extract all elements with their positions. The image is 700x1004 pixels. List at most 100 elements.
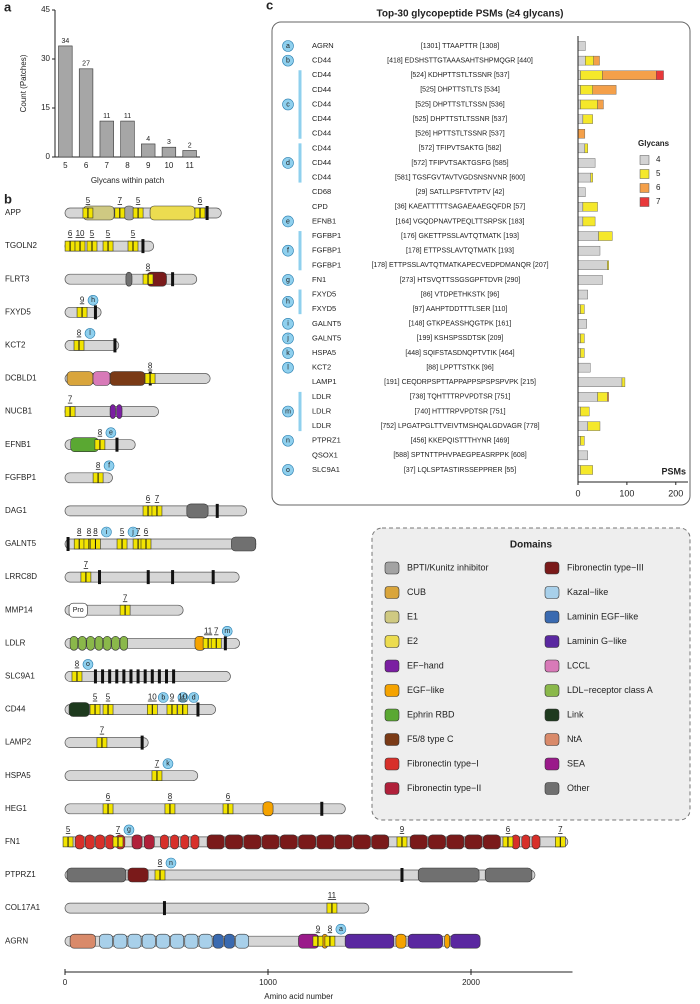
patch-glycans: 7 [155, 494, 160, 503]
transmembrane [66, 537, 70, 551]
tag-letter: e [109, 430, 113, 437]
legend-label: Other [567, 783, 590, 793]
protein-name: APP [5, 208, 21, 217]
transmembrane [143, 669, 147, 684]
tag-letter: k [166, 761, 170, 768]
bar-segment [577, 319, 588, 329]
bar [58, 45, 73, 158]
domain [69, 635, 79, 651]
protein-name: LDLR [312, 421, 332, 430]
tag-circle [87, 294, 99, 306]
domain [95, 834, 105, 850]
bar-segment [577, 216, 584, 227]
protein-bar [64, 770, 199, 782]
y-axis-label: Count (Patches) [19, 54, 28, 112]
domain [109, 404, 116, 419]
patch-glycans: 6 [68, 229, 73, 238]
domain [92, 371, 111, 386]
domain [225, 834, 243, 850]
protein-name: FGFBP1 [5, 473, 37, 482]
protein-bar [64, 571, 240, 583]
domain [484, 867, 533, 883]
legend-swatch [384, 684, 400, 697]
group-circle [282, 296, 294, 308]
patch-glycans: 9 [400, 825, 405, 834]
domain [143, 834, 155, 850]
protein-name: CD44 [312, 56, 331, 65]
patch-glycans: 7 [84, 560, 89, 569]
group-letter: k [286, 350, 290, 357]
bar-segment [585, 55, 594, 66]
protein-name: LDLR [312, 392, 332, 401]
tag-circle [177, 692, 189, 703]
peptide: [572] TFIPVTSAKTGSFG [585] [411, 160, 508, 167]
patch-glycans: 7 [558, 825, 563, 834]
legend-swatch [384, 733, 400, 746]
bar-segment [577, 41, 586, 51]
bar-segment [577, 143, 586, 154]
protein-name: CD44 [312, 99, 331, 108]
patch-glycans: 6 [106, 792, 111, 801]
peptide: [1301] TTAAPTTR [1308] [421, 43, 499, 50]
domain [371, 834, 390, 850]
domain [186, 503, 209, 519]
patch-glycans: 8 [96, 461, 101, 470]
bar-segment [577, 275, 603, 285]
legend-label: EGF−like [407, 685, 444, 695]
domain [450, 933, 481, 949]
x-tick-label: 11 [185, 161, 194, 170]
bar-segment [621, 377, 626, 387]
group-letter: m [285, 408, 291, 415]
transmembrane [157, 669, 161, 684]
patch-glycans: 5 [90, 229, 95, 238]
legend-swatch [639, 197, 650, 207]
tag-letter: g [127, 827, 131, 834]
group-circle [282, 157, 294, 169]
transmembrane [115, 437, 119, 452]
protein-name: TGOLN2 [5, 241, 38, 250]
peptide: [752] LPGATPGLTTVEIVTMSHQALGDVAGR [778] [380, 423, 539, 430]
group-circle [282, 317, 294, 330]
domain [446, 834, 465, 850]
bar-segment [580, 70, 603, 80]
tag-letter: m [224, 628, 230, 635]
bar-segment [582, 216, 596, 227]
tag-letter: j [131, 529, 134, 536]
x-tick-label: 100 [619, 488, 634, 498]
group-letter: h [286, 299, 290, 306]
legend-label: F5/8 type C [407, 734, 454, 744]
x-tick-label: 200 [668, 488, 683, 498]
legend-label: Kazal−like [567, 587, 608, 597]
domain [521, 834, 531, 850]
x-tick-label: 6 [84, 161, 89, 170]
legend-swatch [384, 586, 400, 599]
domain [298, 834, 317, 850]
protein-name: LRRC8D [5, 572, 37, 581]
transmembrane [141, 239, 145, 254]
x-axis-label: PSMs [661, 466, 686, 476]
domain [531, 834, 541, 850]
protein-name: FN1 [312, 275, 326, 284]
bar-segment [577, 421, 588, 431]
protein-bar [64, 340, 120, 351]
domain [407, 933, 443, 949]
bar-segment [607, 260, 609, 270]
legend-swatch [384, 782, 400, 795]
legend-label: BPTI/Kunitz inhibitor [407, 562, 489, 572]
peptide: [199] KSHSPSSDTSK [209] [417, 335, 504, 342]
bar-segment [582, 202, 598, 212]
patch-glycans: 11 [204, 626, 213, 635]
domain [109, 371, 146, 386]
patch-glycans: 10 [76, 229, 85, 238]
group-letter: a [286, 43, 290, 50]
legend-swatch [384, 561, 400, 575]
legend-swatch [384, 659, 400, 673]
legend-label: CUB [407, 587, 426, 597]
domain [141, 933, 156, 949]
protein-name: CD44 [312, 70, 331, 79]
group-circle [282, 405, 294, 418]
legend-swatch [384, 610, 400, 624]
domain [127, 933, 142, 949]
bar [182, 150, 197, 158]
panel-label: b [4, 191, 12, 206]
